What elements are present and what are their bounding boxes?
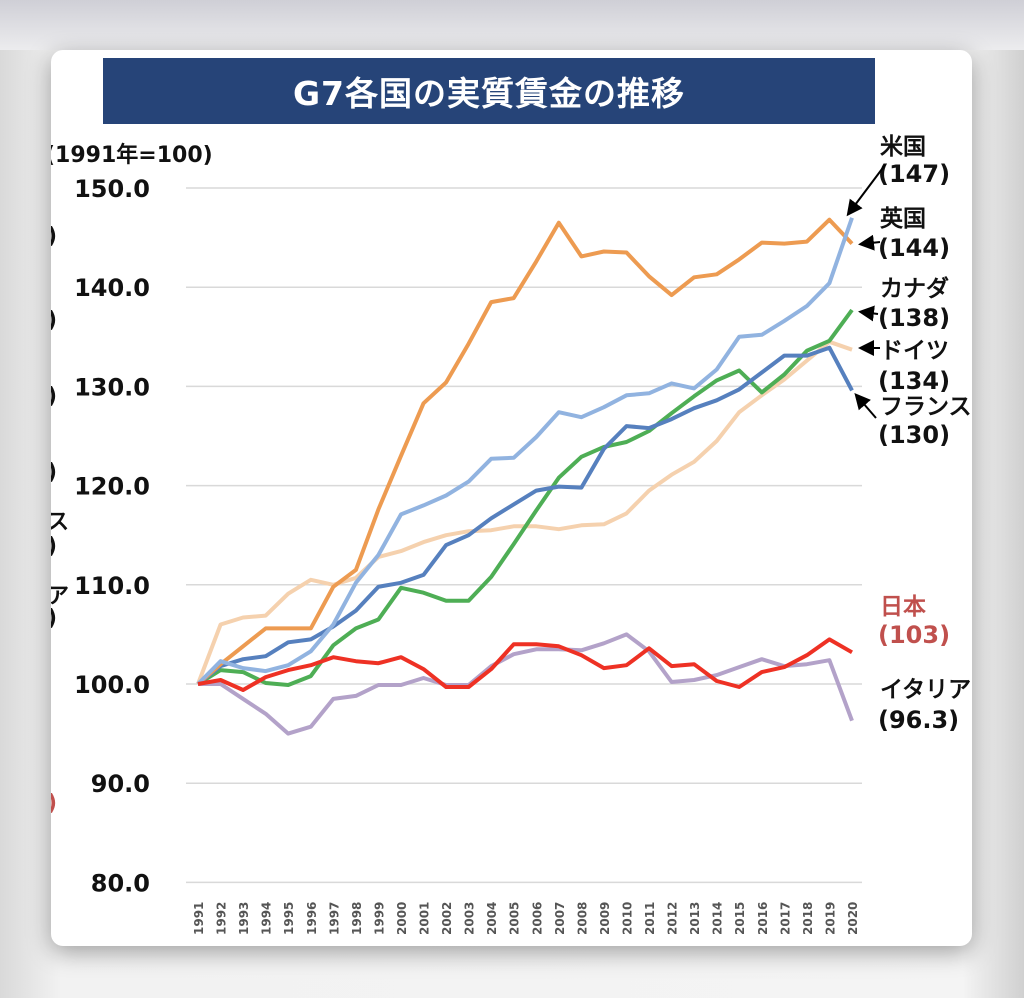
series-name-label: カナダ — [880, 275, 949, 302]
x-tick-label: 1991 — [192, 902, 206, 935]
x-tick-label: 2001 — [418, 902, 432, 935]
x-tick-label: 1993 — [237, 902, 251, 935]
series-line-ドイツ — [196, 339, 853, 685]
series-value-label: (138) — [878, 304, 950, 332]
series-name-label: 英国 — [880, 205, 926, 232]
clipped-label-fragment: ) — [51, 460, 57, 485]
x-tick-label: 2018 — [801, 902, 815, 935]
y-tick-label: 140.0 — [74, 274, 150, 302]
series-name-label: フランス — [880, 394, 972, 420]
x-tick-label: 2012 — [666, 902, 680, 935]
series-value-label: (134) — [878, 367, 950, 395]
series-line-カナダ — [196, 308, 854, 687]
x-tick-label: 2017 — [778, 902, 792, 935]
y-tick-label: 80.0 — [91, 869, 150, 897]
x-tick-label: 1999 — [372, 902, 386, 935]
x-tick-label: 2016 — [756, 902, 770, 935]
series-name-label: イタリア — [880, 677, 971, 703]
x-tick-label: 2004 — [485, 902, 499, 935]
x-tick-label: 1994 — [260, 902, 274, 935]
clipped-label-fragment: ス — [51, 510, 70, 535]
y-tick-label: 120.0 — [74, 473, 150, 501]
chart-title: G7各国の実質賃金の推移 — [103, 58, 875, 124]
series-line-イタリア — [198, 632, 854, 736]
x-tick-label: 2007 — [553, 902, 567, 935]
clipped-label-fragment: ) — [51, 384, 57, 409]
x-tick-label: 2010 — [620, 902, 634, 935]
series-line-米国 — [196, 217, 854, 686]
x-tick-label: 2009 — [598, 902, 612, 935]
y-axis-unit-label: (1991年=100) — [51, 142, 213, 168]
series-name-label: ドイツ — [880, 338, 949, 364]
arrow-icon — [858, 234, 881, 251]
clipped-label-fragment: ) — [51, 606, 57, 631]
series-value-label: (103) — [878, 621, 950, 649]
arrow-icon — [854, 392, 877, 419]
x-tick-label: 2019 — [823, 902, 837, 935]
background-top-bar — [0, 0, 1024, 50]
y-tick-label: 110.0 — [74, 572, 150, 600]
series-value-label: (147) — [878, 160, 950, 188]
x-tick-label: 2011 — [643, 902, 657, 935]
y-tick-label: 150.0 — [74, 175, 150, 203]
x-tick-label: 1995 — [282, 902, 296, 935]
y-tick-label: 90.0 — [91, 770, 150, 798]
x-tick-label: 2000 — [395, 902, 409, 935]
series-line-日本 — [197, 637, 853, 692]
arrow-icon — [846, 164, 886, 217]
x-tick-label: 2015 — [733, 902, 747, 935]
series-value-label: (144) — [878, 234, 950, 262]
clipped-label-fragment: ) — [51, 308, 57, 333]
arrow-icon — [858, 305, 879, 322]
clipped-label-fragment: ) — [51, 224, 57, 249]
chart-card: G7各国の実質賃金の推移 ))))ス)ア)) (1991年=100)80.090… — [51, 50, 972, 946]
series-line-フランス — [196, 345, 854, 686]
x-tick-label: 2003 — [463, 902, 477, 935]
series-value-label: (130) — [878, 421, 950, 449]
series-name-label: 日本 — [880, 594, 926, 620]
clipped-label-fragment: ) — [51, 534, 57, 559]
y-tick-label: 100.0 — [74, 671, 150, 699]
series-name-label: 米国 — [880, 134, 926, 160]
series-line-英国 — [196, 217, 854, 686]
x-tick-label: 2013 — [688, 902, 702, 935]
x-tick-label: 1992 — [215, 902, 229, 935]
y-tick-label: 130.0 — [74, 373, 150, 401]
clipped-label-fragment: ) — [51, 791, 57, 816]
x-tick-label: 1996 — [305, 902, 319, 935]
x-tick-label: 2008 — [575, 902, 589, 935]
x-tick-label: 2014 — [711, 902, 725, 935]
series-value-label: (96.3) — [878, 706, 959, 734]
x-tick-label: 2005 — [508, 902, 522, 935]
x-tick-label: 2006 — [530, 902, 544, 935]
x-tick-label: 1997 — [327, 902, 341, 935]
x-tick-label: 1998 — [350, 902, 364, 935]
x-tick-label: 2020 — [846, 902, 860, 935]
x-tick-label: 2002 — [440, 902, 454, 935]
line-chart: (1991年=100) 80.0 90.0 100.0 110.0 120.0 130.0 1… — [51, 134, 972, 935]
clipped-label-fragment: ア — [51, 584, 70, 609]
